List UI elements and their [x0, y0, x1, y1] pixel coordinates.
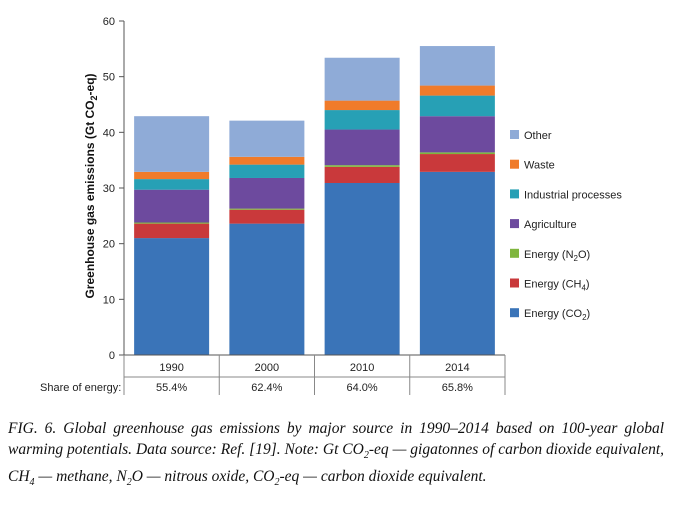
- x-tick-label: 2000: [255, 362, 279, 374]
- bar-segment: [419, 85, 495, 96]
- bar-segment: [324, 110, 400, 130]
- bar-segment: [324, 166, 400, 183]
- legend-swatch: [510, 130, 519, 139]
- y-tick-label: 40: [103, 127, 115, 139]
- x-axis: 1990 2000 2010 2014: [123, 355, 506, 395]
- bar-segment: [134, 179, 210, 190]
- bar-segment: [419, 152, 495, 155]
- bar-segment: [134, 189, 210, 223]
- share-label: Share of energy:: [40, 382, 121, 394]
- bar-segment: [229, 208, 305, 210]
- chart: 0 10 20 30 40 50 60 1990 2000 2010 2014 Share of …: [40, 16, 622, 395]
- bar-segment: [419, 171, 495, 355]
- share-row: Share of energy: 55.4% 62.4% 64.0% 65.8%: [40, 382, 473, 394]
- legend-label: Waste: [524, 160, 555, 172]
- legend: Other Waste Industrial processes Agricultur…: [510, 130, 622, 322]
- bar-segment: [229, 177, 305, 209]
- bar-segment: [419, 154, 495, 172]
- bar-segment: [229, 164, 305, 178]
- legend-swatch: [510, 189, 519, 199]
- y-tick-label: 0: [109, 350, 115, 362]
- legend-label: Energy (CO2): [524, 308, 590, 322]
- bar-segment: [134, 171, 210, 180]
- y-tick-label: 50: [103, 72, 115, 84]
- x-tick-label: 1990: [159, 362, 183, 374]
- legend-label: Industrial processes: [524, 189, 622, 201]
- bar-segment: [324, 100, 400, 111]
- legend-swatch: [510, 219, 519, 229]
- legend-swatch: [510, 308, 519, 318]
- bar-segment: [324, 165, 400, 167]
- legend-label: Other: [524, 130, 552, 142]
- bar-segment: [324, 57, 400, 101]
- legend-swatch: [510, 159, 519, 169]
- bar-segment: [419, 46, 495, 86]
- share-value: 64.0%: [347, 382, 378, 394]
- bars-layer: [134, 46, 495, 355]
- bar-segment: [324, 182, 400, 355]
- legend-label: Agriculture: [524, 219, 577, 231]
- bar-segment: [419, 95, 495, 117]
- y-tick-label: 30: [103, 183, 115, 195]
- legend-swatch: [510, 278, 519, 288]
- x-tick-label: 2014: [445, 362, 469, 374]
- figure-caption: FIG. 6. Global greenhouse gas emissions …: [8, 420, 665, 489]
- legend-label: Energy (N2O): [524, 249, 590, 263]
- bar-segment: [229, 223, 305, 355]
- x-tick-label: 2010: [350, 362, 374, 374]
- bar-segment: [229, 120, 305, 157]
- share-value: 55.4%: [156, 382, 187, 394]
- bar-segment: [229, 156, 305, 165]
- bar-segment: [419, 116, 495, 153]
- bar-segment: [134, 238, 210, 355]
- bar-segment: [134, 116, 210, 172]
- legend-swatch: [510, 248, 519, 258]
- share-value: 62.4%: [251, 382, 282, 394]
- y-tick-label: 20: [103, 239, 115, 251]
- y-tick-label: 60: [103, 16, 115, 28]
- share-value: 65.8%: [442, 382, 473, 394]
- bar-segment: [324, 129, 400, 166]
- bar-segment: [134, 222, 210, 224]
- legend-label: Energy (CH4): [524, 279, 590, 293]
- y-axis: 0 10 20 30 40 50 60: [103, 16, 505, 362]
- y-axis-label: Greenhouse gas emissions (Gt CO2-eq): [83, 73, 99, 298]
- bar-segment: [134, 223, 210, 239]
- y-tick-label: 10: [103, 294, 115, 306]
- bar-segment: [229, 209, 305, 224]
